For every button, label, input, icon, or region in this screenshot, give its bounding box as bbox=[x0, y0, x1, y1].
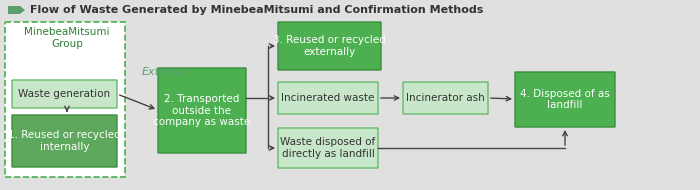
FancyBboxPatch shape bbox=[278, 82, 378, 114]
FancyBboxPatch shape bbox=[278, 22, 381, 70]
Text: 3. Reused or recycled
externally: 3. Reused or recycled externally bbox=[273, 35, 386, 57]
FancyBboxPatch shape bbox=[278, 128, 378, 168]
Polygon shape bbox=[8, 6, 25, 14]
Text: Incinerator ash: Incinerator ash bbox=[406, 93, 485, 103]
Text: 4. Disposed of as
landfill: 4. Disposed of as landfill bbox=[520, 89, 610, 110]
Text: Incinerated waste: Incinerated waste bbox=[281, 93, 375, 103]
Text: Flow of Waste Generated by MinebeaMitsumi and Confirmation Methods: Flow of Waste Generated by MinebeaMitsum… bbox=[30, 5, 484, 15]
FancyBboxPatch shape bbox=[158, 68, 246, 153]
FancyBboxPatch shape bbox=[515, 72, 615, 127]
Text: 1. Reused or recycled
internally: 1. Reused or recycled internally bbox=[8, 130, 121, 152]
Text: Waste generation: Waste generation bbox=[18, 89, 111, 99]
FancyBboxPatch shape bbox=[12, 80, 117, 108]
Text: MinebeaMitsumi
Group: MinebeaMitsumi Group bbox=[25, 27, 110, 49]
FancyBboxPatch shape bbox=[403, 82, 488, 114]
Text: 2. Transported
outside the
company as waste: 2. Transported outside the company as wa… bbox=[153, 94, 251, 127]
FancyBboxPatch shape bbox=[12, 115, 117, 167]
FancyBboxPatch shape bbox=[5, 22, 125, 177]
Text: External: External bbox=[142, 67, 188, 77]
Text: Waste disposed of
directly as landfill: Waste disposed of directly as landfill bbox=[281, 137, 376, 159]
